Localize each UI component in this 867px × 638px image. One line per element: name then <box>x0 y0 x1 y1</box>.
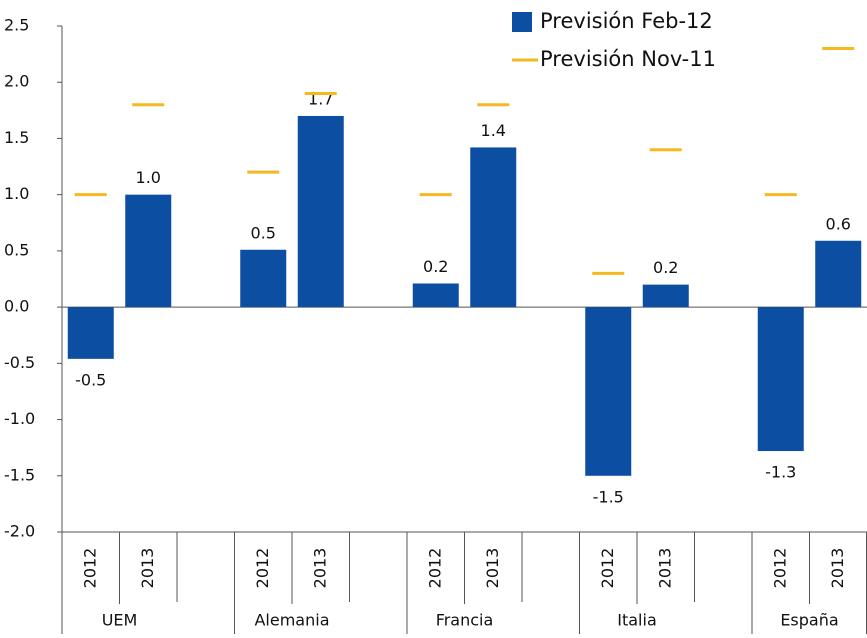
x-tick-label: 2013 <box>828 548 847 589</box>
bar <box>297 115 344 308</box>
group-label: UEM <box>102 611 138 630</box>
y-tick-label: -2.0 <box>4 522 35 541</box>
data-label: 0.6 <box>826 214 851 233</box>
y-tick-label: -1.0 <box>4 409 35 428</box>
data-label: 0.5 <box>251 223 276 242</box>
bar <box>585 307 632 476</box>
x-tick-label: 2012 <box>770 548 789 589</box>
group-label: España <box>780 611 838 630</box>
bar <box>642 284 689 308</box>
group-label: Alemania <box>254 611 329 630</box>
legend-swatch <box>512 12 532 32</box>
data-label: 0.2 <box>423 257 448 276</box>
x-tick-label: 2012 <box>425 548 444 589</box>
x-tick-label: 2013 <box>655 548 674 589</box>
y-tick-label: 0.5 <box>4 240 29 259</box>
legend-box <box>490 0 780 80</box>
y-tick-label: -1.5 <box>4 465 35 484</box>
x-tick-label: 2012 <box>80 548 99 589</box>
data-label: -0.5 <box>75 370 106 389</box>
bar <box>412 283 459 308</box>
y-tick-label: -0.5 <box>4 353 35 372</box>
group-label: Francia <box>436 611 494 630</box>
data-label: 1.0 <box>136 168 161 187</box>
legend-label: Previsión Nov-11 <box>540 47 716 71</box>
data-label: 0.2 <box>653 258 678 277</box>
data-label: -1.3 <box>765 463 796 482</box>
bar <box>67 307 114 359</box>
y-tick-label: 0.0 <box>4 297 29 316</box>
bar <box>240 249 287 308</box>
x-tick-label: 2013 <box>310 548 329 589</box>
group-label: Italia <box>617 611 657 630</box>
x-tick-label: 2013 <box>138 548 157 589</box>
y-tick-label: 2.0 <box>4 72 29 91</box>
bar <box>757 307 804 452</box>
data-label: -1.5 <box>593 487 624 506</box>
bar <box>470 147 517 308</box>
bar <box>125 194 172 308</box>
bar <box>815 240 862 308</box>
y-tick-label: 2.5 <box>4 16 29 35</box>
x-tick-label: 2012 <box>253 548 272 589</box>
y-tick-label: 1.0 <box>4 184 29 203</box>
x-tick-label: 2013 <box>483 548 502 589</box>
y-tick-label: 1.5 <box>4 128 29 147</box>
x-tick-label: 2012 <box>598 548 617 589</box>
data-label: 1.4 <box>481 121 506 140</box>
legend-label: Previsión Feb-12 <box>540 9 713 33</box>
